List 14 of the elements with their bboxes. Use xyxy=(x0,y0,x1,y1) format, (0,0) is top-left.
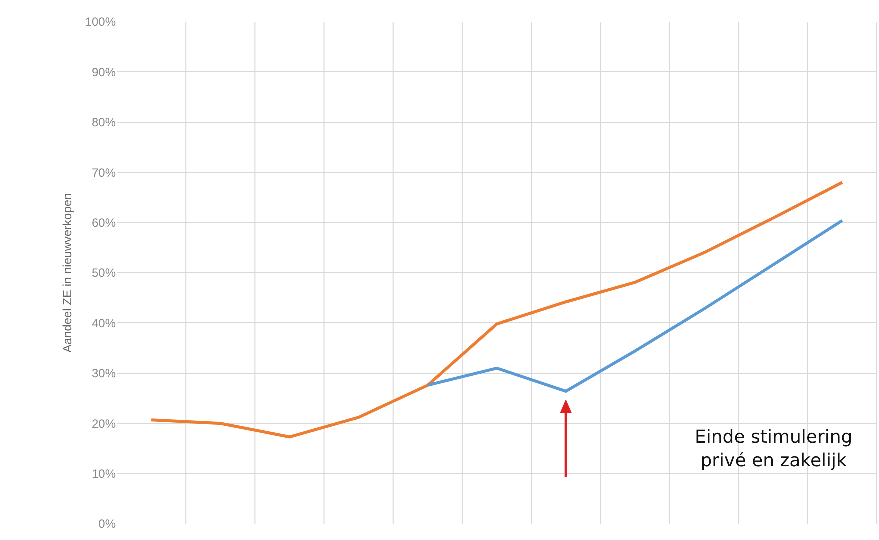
y-tick-label: 100% xyxy=(85,15,116,30)
line-series xyxy=(426,219,844,393)
y-tick-label: 0% xyxy=(98,517,116,532)
y-tick-label: 50% xyxy=(92,266,116,280)
y-tick-label: 30% xyxy=(92,366,116,381)
y-axis-title: Aandeel ZE in nieuwverkopen xyxy=(60,193,75,353)
y-tick-label: 10% xyxy=(92,467,116,481)
y-tick-label: 60% xyxy=(92,216,116,230)
y-tick-label: 20% xyxy=(92,416,116,431)
y-tick-label: 40% xyxy=(92,316,116,330)
y-tick-label: 80% xyxy=(92,116,116,130)
annotation: Einde stimulering privé en zakelijk xyxy=(695,427,853,472)
y-tick-label: 90% xyxy=(92,65,116,80)
y-tick-label: 70% xyxy=(92,166,116,180)
